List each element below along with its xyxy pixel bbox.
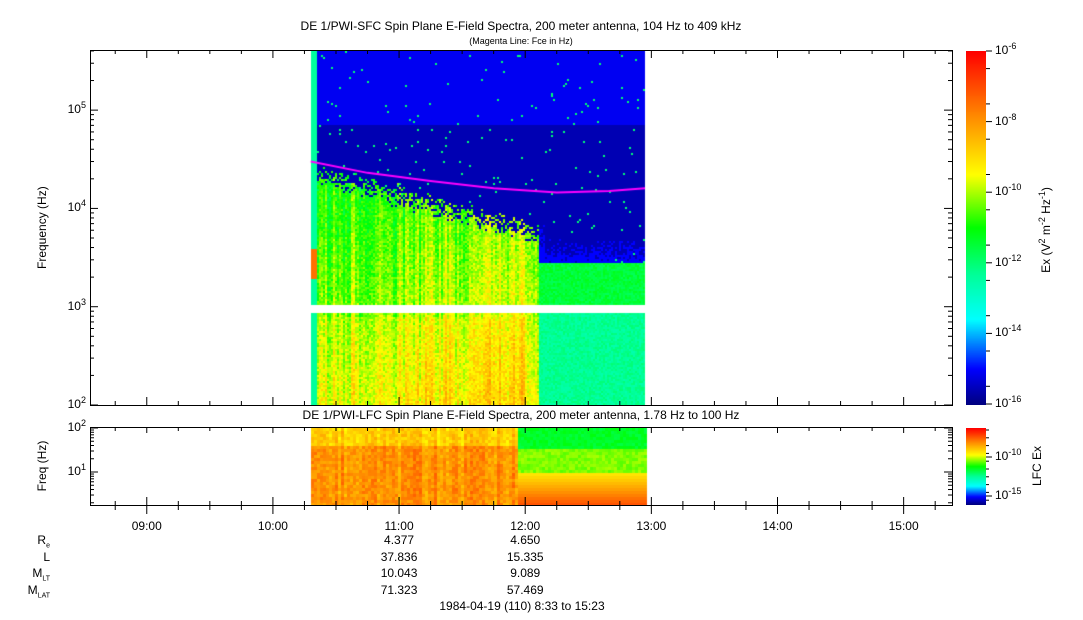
orbit-value: 4.650 (510, 533, 541, 547)
sfc-y-tick-label: 102 (67, 395, 86, 411)
top-panel-subtitle: (Magenta Line: Fce in Hz) (469, 36, 573, 46)
x-tick-label: 10:00 (257, 519, 288, 533)
x-tick-label: 11:00 (384, 519, 414, 533)
orbit-label: Re (37, 533, 50, 550)
x-tick-label: 12:00 (510, 519, 541, 533)
orbit-label: MLT (32, 566, 50, 583)
orbit-value: 4.377 (384, 533, 415, 547)
orbit-value: 10.043 (380, 566, 418, 580)
sfc-colorbar-tick-label: 10-16 (995, 394, 1022, 410)
orbit-value: 37.836 (380, 549, 418, 564)
top-panel-title: DE 1/PWI-SFC Spin Plane E-Field Spectra,… (300, 19, 742, 33)
sfc-colorbar (966, 51, 986, 405)
x-tick-label: 09:00 (131, 519, 162, 533)
sfc-colorbar-tick-label: 10-10 (995, 182, 1022, 199)
x-tick-label: 13:00 (636, 519, 667, 533)
bottom-panel-title: DE 1/PWI-LFC Spin Plane E-Field Spectra,… (302, 408, 740, 422)
lfc-colorbar-tick-label: 10-15 (995, 486, 1022, 502)
date-range: 1984-04-19 (110) 8:33 to 15:23 (439, 599, 605, 613)
sfc-colorbar-tick-label: 10-12 (995, 252, 1022, 269)
orbit-value: 57.469 (506, 582, 544, 597)
orbit-value: 9.089 (510, 566, 541, 580)
lfc-y-tick-label: 102 (67, 418, 86, 434)
orbit-value: 15.335 (506, 549, 544, 564)
sfc-y-tick-label: 105 (67, 100, 86, 117)
sfc-colorbar-tick-label: 10-8 (995, 111, 1017, 128)
sfc-y-tick-label: 104 (67, 198, 86, 215)
orbit-label: L (43, 549, 50, 564)
orbit-label: MLAT (27, 582, 50, 599)
orbit-value: 71.323 (380, 582, 418, 597)
sfc-y-tick-label: 103 (67, 296, 86, 313)
x-tick-label: 15:00 (888, 519, 919, 533)
sfc-colorbar-tick-label: 10-6 (995, 41, 1017, 57)
lfc-y-tick-label: 101 (67, 462, 86, 478)
lfc-colorbar-tick-label: 10-10 (995, 447, 1022, 463)
x-tick-label: 14:00 (762, 519, 793, 533)
sfc-colorbar-tick-label: 10-14 (995, 323, 1022, 340)
lfc-spectrogram-heatmap (91, 428, 952, 505)
sfc-spectrogram-heatmap (91, 51, 952, 405)
lfc-colorbar (966, 428, 986, 505)
